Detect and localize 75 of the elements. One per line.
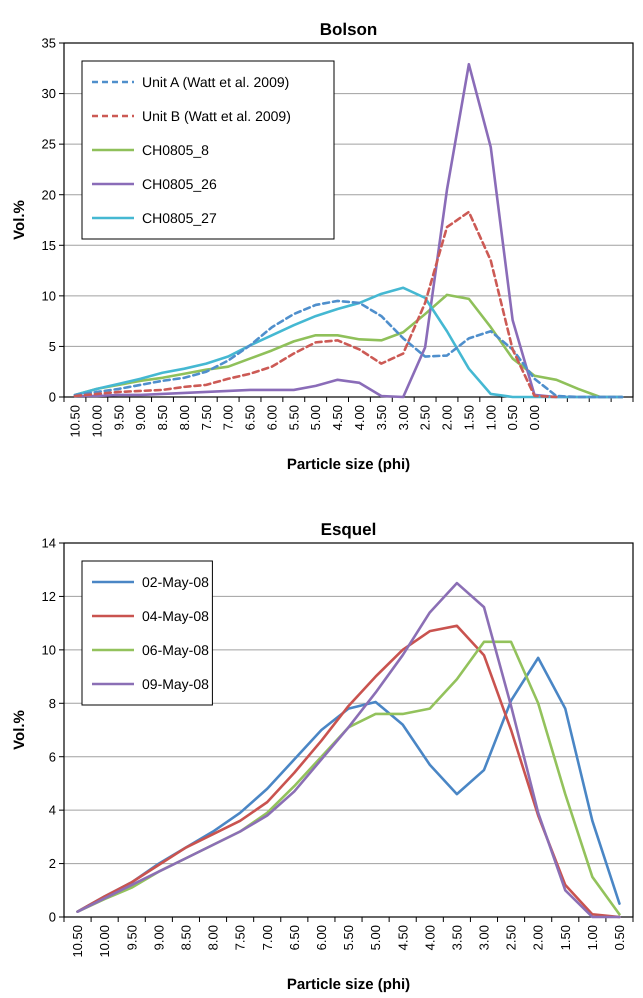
y-tick-label: 0 xyxy=(48,390,56,405)
x-axis-title: Particle size (phi) xyxy=(286,456,410,473)
x-tick-label: 7.50 xyxy=(198,405,214,430)
x-tick-label: 8.00 xyxy=(176,405,192,430)
x-tick-label: 7.00 xyxy=(260,925,275,950)
x-tick-label: 6.50 xyxy=(286,925,302,950)
x-axis-title: Particle size (phi) xyxy=(286,976,410,993)
x-tick-label: 8.50 xyxy=(155,405,170,430)
x-tick-label: 5.00 xyxy=(308,405,324,430)
x-tick-label: 9.00 xyxy=(151,925,166,950)
x-tick-label: 7.00 xyxy=(220,405,236,430)
legend-label: 06-May-08 xyxy=(142,642,210,658)
x-tick-label: 1.50 xyxy=(558,925,573,950)
x-tick-label: 0.50 xyxy=(612,925,627,950)
x-tick-label: 4.00 xyxy=(352,405,367,430)
x-tick-label: 5.50 xyxy=(286,405,302,430)
x-tick-label: 4.00 xyxy=(422,925,438,950)
x-tick-label: 10.00 xyxy=(89,405,104,438)
x-tick-label: 7.50 xyxy=(232,925,248,950)
x-tick-label: 4.50 xyxy=(395,925,410,950)
y-tick-label: 2 xyxy=(48,856,56,872)
y-tick-label: 30 xyxy=(42,86,56,102)
x-tick-label: 3.50 xyxy=(374,405,389,430)
x-tick-label: 6.50 xyxy=(242,405,258,430)
legend-label: CH0805_8 xyxy=(142,142,210,158)
x-tick-label: 1.00 xyxy=(483,405,498,430)
y-tick-label: 35 xyxy=(42,36,56,51)
y-tick-label: 0 xyxy=(48,910,56,925)
y-tick-label: 8 xyxy=(48,696,56,711)
y-tick-label: 12 xyxy=(42,588,56,604)
x-tick-label: 3.00 xyxy=(476,925,492,950)
x-tick-label: 8.00 xyxy=(206,925,221,950)
x-tick-label: 0.00 xyxy=(527,405,542,430)
x-tick-label: 8.50 xyxy=(178,925,194,950)
x-tick-label: 2.00 xyxy=(530,925,546,950)
x-tick-label: 1.00 xyxy=(584,925,600,950)
chart-title: Bolson xyxy=(320,20,378,39)
x-tick-label: 9.50 xyxy=(124,925,140,950)
legend-label: CH0805_27 xyxy=(142,210,217,226)
y-tick-label: 20 xyxy=(42,187,56,202)
x-tick-label: 2.00 xyxy=(440,405,455,430)
y-tick-label: 5 xyxy=(48,338,56,354)
x-tick-label: 9.50 xyxy=(111,405,126,430)
x-tick-label: 6.00 xyxy=(314,925,329,950)
y-tick-label: 15 xyxy=(42,238,56,253)
legend-label: 09-May-08 xyxy=(142,676,210,692)
y-tick-label: 10 xyxy=(42,288,56,304)
y-tick-label: 10 xyxy=(42,642,56,658)
y-axis-title: Vol.% xyxy=(11,200,28,240)
x-tick-label: 3.50 xyxy=(449,925,464,950)
y-tick-label: 14 xyxy=(42,536,56,551)
x-tick-label: 4.50 xyxy=(330,405,346,430)
y-tick-label: 25 xyxy=(42,136,56,152)
legend-label: 02-May-08 xyxy=(142,574,210,590)
x-tick-label: 6.00 xyxy=(264,405,280,430)
legend-label: Unit B (Watt et al. 2009) xyxy=(142,108,291,124)
x-tick-label: 10.50 xyxy=(70,925,86,958)
legend-label: Unit A (Watt et al. 2009) xyxy=(142,74,290,90)
x-tick-label: 10.00 xyxy=(97,925,112,958)
y-axis-title: Vol.% xyxy=(11,710,28,750)
legend-label: CH0805_26 xyxy=(142,176,217,192)
line-series xyxy=(74,210,558,398)
x-tick-label: 3.00 xyxy=(396,405,411,430)
y-tick-label: 6 xyxy=(48,749,56,764)
x-tick-label: 1.50 xyxy=(461,405,476,430)
x-tick-label: 2.50 xyxy=(418,405,433,430)
x-tick-label: 2.50 xyxy=(504,925,519,950)
x-tick-label: 0.50 xyxy=(505,405,520,430)
x-tick-label: 9.00 xyxy=(133,405,148,430)
legend-label: 04-May-08 xyxy=(142,608,210,624)
chart-title: Esquel xyxy=(320,520,376,539)
x-tick-label: 10.50 xyxy=(67,405,82,438)
x-tick-label: 5.50 xyxy=(341,925,356,950)
y-tick-label: 4 xyxy=(48,802,56,818)
x-tick-label: 5.00 xyxy=(368,925,384,950)
